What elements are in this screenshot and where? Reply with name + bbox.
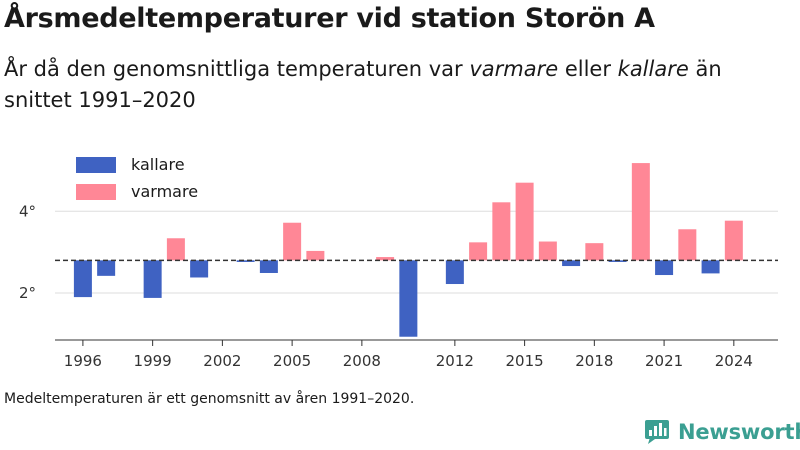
bar-2000 — [166, 238, 185, 261]
subtitle-text-1: År då den genomsnittliga temperaturen va… — [4, 57, 470, 81]
bar-2006 — [306, 250, 325, 261]
bar-2003 — [236, 260, 255, 262]
bar-2013 — [469, 242, 488, 261]
y-tick-label: 2° — [19, 284, 36, 302]
legend-item-cold: kallare — [76, 151, 198, 178]
bar-2010 — [399, 260, 418, 337]
brand-name: Newsworthy — [678, 420, 800, 444]
bar-1999 — [143, 260, 162, 298]
x-tick-label: 2005 — [273, 352, 311, 370]
bar-2014 — [492, 202, 511, 261]
bar-2023 — [701, 260, 720, 274]
bar-2016 — [538, 241, 557, 261]
chart-footnote: Medeltemperaturen är ett genomsnitt av å… — [4, 391, 415, 407]
x-tick-label: 2021 — [645, 352, 683, 370]
chart-title: Årsmedeltemperaturer vid station Storön … — [4, 3, 655, 34]
bar-2015 — [515, 182, 534, 261]
bar-2021 — [655, 260, 674, 276]
subtitle-text-3: än snittet 1991–2020 — [4, 57, 722, 112]
bar-2012 — [445, 260, 464, 285]
x-tick-label: 2012 — [436, 352, 474, 370]
bar-2019 — [608, 260, 627, 262]
bar-2024 — [724, 220, 743, 261]
bar-2009 — [376, 257, 395, 261]
bar-1997 — [97, 260, 116, 276]
bar-2022 — [678, 229, 697, 261]
legend-label-warm: varmare — [131, 182, 199, 201]
x-tick-label: 2002 — [203, 352, 241, 370]
legend-swatch-warm — [76, 183, 116, 200]
y-tick-label: 4° — [19, 202, 36, 220]
subtitle-warm-word: varmare — [469, 57, 559, 81]
legend-label-cold: kallare — [131, 155, 185, 174]
bar-2018 — [585, 243, 604, 261]
bar-1996 — [73, 260, 92, 298]
chart-subtitle: År då den genomsnittliga temperaturen va… — [4, 54, 784, 116]
x-tick-label: 2024 — [715, 352, 753, 370]
legend-swatch-cold — [76, 156, 116, 173]
bar-2020 — [631, 163, 650, 261]
legend-item-warm: varmare — [76, 178, 198, 205]
chart-legend: kallare varmare — [76, 151, 198, 205]
x-tick-label: 2015 — [506, 352, 544, 370]
newsworthy-logo-icon — [645, 420, 669, 444]
bar-2004 — [259, 260, 278, 273]
subtitle-text-2: eller — [558, 57, 618, 81]
bar-2017 — [562, 260, 581, 267]
subtitle-cold-word: kallare — [617, 57, 689, 81]
bar-2001 — [190, 260, 209, 278]
bar-chart: 2° 4° 1996 1999 2002 2005 2008 2012 2015 2018 2021… — [19, 163, 778, 370]
brand-logo: Newsworthy — [644, 419, 800, 445]
bar-2005 — [283, 222, 302, 261]
x-tick-label: 1999 — [134, 352, 172, 370]
x-tick-label: 1996 — [64, 352, 102, 370]
x-tick-label: 2008 — [343, 352, 381, 370]
x-tick-label: 2018 — [575, 352, 613, 370]
